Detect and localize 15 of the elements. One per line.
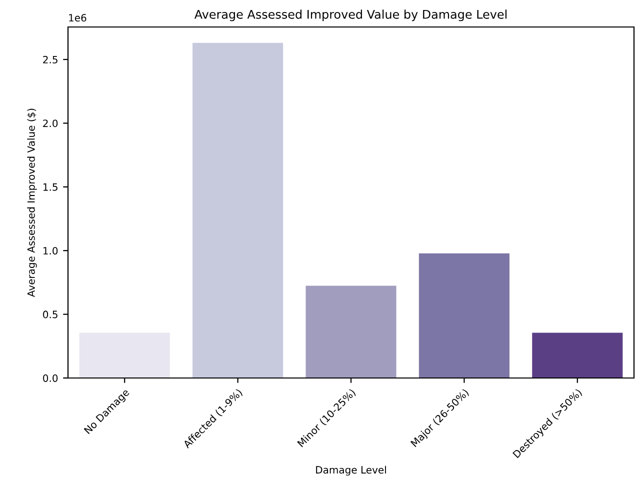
bar bbox=[79, 332, 170, 378]
y-tick-label: 0.5 bbox=[43, 310, 58, 318]
y-tick-label: 0.0 bbox=[43, 374, 58, 382]
y-tick-label: 1.0 bbox=[43, 246, 58, 255]
bar bbox=[532, 332, 623, 378]
y-tick-label: 2.0 bbox=[43, 120, 58, 128]
y-tick-label: 1.5 bbox=[43, 183, 58, 191]
y-tick-label: 2.5 bbox=[43, 56, 58, 64]
bar bbox=[192, 42, 284, 378]
y-axis-title: Average Assessed Improved Value ($) bbox=[27, 108, 37, 298]
bar bbox=[418, 253, 510, 378]
chart-title: Average Assessed Improved Value by Damage Level bbox=[194, 10, 506, 22]
x-axis-title: Damage Level bbox=[316, 466, 386, 476]
bar bbox=[306, 286, 396, 378]
text: 1e6 bbox=[69, 14, 86, 22]
